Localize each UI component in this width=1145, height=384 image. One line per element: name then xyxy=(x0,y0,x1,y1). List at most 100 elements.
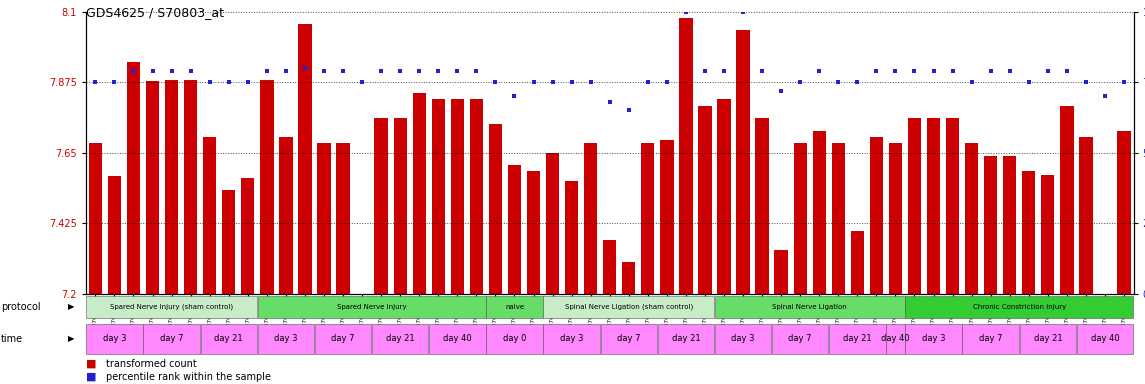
Bar xyxy=(851,231,864,294)
Text: day 21: day 21 xyxy=(672,334,701,343)
Bar xyxy=(451,99,464,294)
Bar xyxy=(774,250,788,294)
Bar xyxy=(793,143,807,294)
Bar xyxy=(203,137,216,294)
Bar xyxy=(429,324,485,354)
Text: protocol: protocol xyxy=(1,302,41,312)
Text: transformed count: transformed count xyxy=(106,359,197,369)
Bar xyxy=(965,143,978,294)
Bar xyxy=(372,324,428,354)
Text: day 7: day 7 xyxy=(789,334,812,343)
Bar xyxy=(374,118,388,294)
Bar xyxy=(279,137,293,294)
Text: day 40: day 40 xyxy=(443,334,472,343)
Bar xyxy=(200,324,256,354)
Bar xyxy=(641,143,655,294)
Bar xyxy=(258,296,485,318)
Bar xyxy=(544,324,600,354)
Bar xyxy=(829,324,885,354)
Bar xyxy=(756,118,768,294)
Bar xyxy=(1022,172,1035,294)
Text: naive: naive xyxy=(505,304,524,310)
Bar xyxy=(507,165,521,294)
Text: GDS4625 / S70803_at: GDS4625 / S70803_at xyxy=(86,6,224,19)
Bar xyxy=(870,137,883,294)
Bar xyxy=(1041,175,1055,294)
Bar xyxy=(145,81,159,294)
Text: day 21: day 21 xyxy=(1034,334,1063,343)
Text: Spared Nerve Injury: Spared Nerve Injury xyxy=(337,304,406,310)
Bar xyxy=(1118,131,1131,294)
Bar xyxy=(127,62,140,294)
Bar xyxy=(622,262,635,294)
Bar xyxy=(143,324,199,354)
Bar xyxy=(698,106,712,294)
Bar xyxy=(813,131,826,294)
Bar xyxy=(222,190,236,294)
Bar xyxy=(337,143,349,294)
Bar xyxy=(260,80,274,294)
Text: Spared Nerve Injury (sham control): Spared Nerve Injury (sham control) xyxy=(110,304,234,310)
Text: day 21: day 21 xyxy=(843,334,871,343)
Bar xyxy=(1080,137,1092,294)
Text: day 7: day 7 xyxy=(331,334,355,343)
Bar xyxy=(527,172,540,294)
Bar xyxy=(908,118,922,294)
Text: Chronic Constriction Injury: Chronic Constriction Injury xyxy=(972,304,1066,310)
Bar xyxy=(1060,106,1074,294)
Bar xyxy=(1020,324,1076,354)
Bar xyxy=(317,143,331,294)
Text: ▶: ▶ xyxy=(68,303,74,311)
Bar xyxy=(184,80,197,294)
Bar xyxy=(242,178,254,294)
Bar xyxy=(165,80,179,294)
Bar xyxy=(984,156,997,294)
Bar xyxy=(432,99,445,294)
Text: day 7: day 7 xyxy=(160,334,183,343)
Bar xyxy=(546,153,559,294)
Bar xyxy=(926,118,940,294)
Text: day 3: day 3 xyxy=(922,334,946,343)
Text: day 3: day 3 xyxy=(274,334,298,343)
Bar xyxy=(108,176,121,294)
Text: day 3: day 3 xyxy=(560,334,583,343)
Bar xyxy=(963,324,1019,354)
Bar xyxy=(412,93,426,294)
Bar xyxy=(487,296,543,318)
Bar xyxy=(886,324,905,354)
Text: day 21: day 21 xyxy=(386,334,414,343)
Text: day 3: day 3 xyxy=(103,334,126,343)
Text: ■: ■ xyxy=(86,359,96,369)
Bar xyxy=(86,324,143,354)
Bar xyxy=(88,143,102,294)
Bar xyxy=(946,118,960,294)
Bar xyxy=(584,143,598,294)
Bar xyxy=(258,324,314,354)
Text: day 40: day 40 xyxy=(1091,334,1120,343)
Bar xyxy=(298,24,311,294)
Bar xyxy=(603,240,616,294)
Bar xyxy=(772,324,828,354)
Bar xyxy=(469,99,483,294)
Bar xyxy=(717,99,731,294)
Bar xyxy=(601,324,657,354)
Text: percentile rank within the sample: percentile rank within the sample xyxy=(106,372,271,382)
Bar xyxy=(679,18,693,294)
Text: day 7: day 7 xyxy=(617,334,640,343)
Bar xyxy=(564,181,578,294)
Text: day 21: day 21 xyxy=(214,334,243,343)
Bar xyxy=(1076,324,1134,354)
Text: Spinal Nerve Ligation (sham control): Spinal Nerve Ligation (sham control) xyxy=(564,304,693,310)
Bar xyxy=(906,296,1134,318)
Bar xyxy=(1003,156,1017,294)
Bar xyxy=(831,143,845,294)
Bar xyxy=(889,143,902,294)
Text: day 40: day 40 xyxy=(882,334,910,343)
Bar xyxy=(487,324,543,354)
Bar xyxy=(906,324,962,354)
Text: Spinal Nerve Ligation: Spinal Nerve Ligation xyxy=(773,304,847,310)
Bar xyxy=(714,324,772,354)
Text: ▶: ▶ xyxy=(68,334,74,343)
Bar xyxy=(489,124,503,294)
Bar xyxy=(315,324,371,354)
